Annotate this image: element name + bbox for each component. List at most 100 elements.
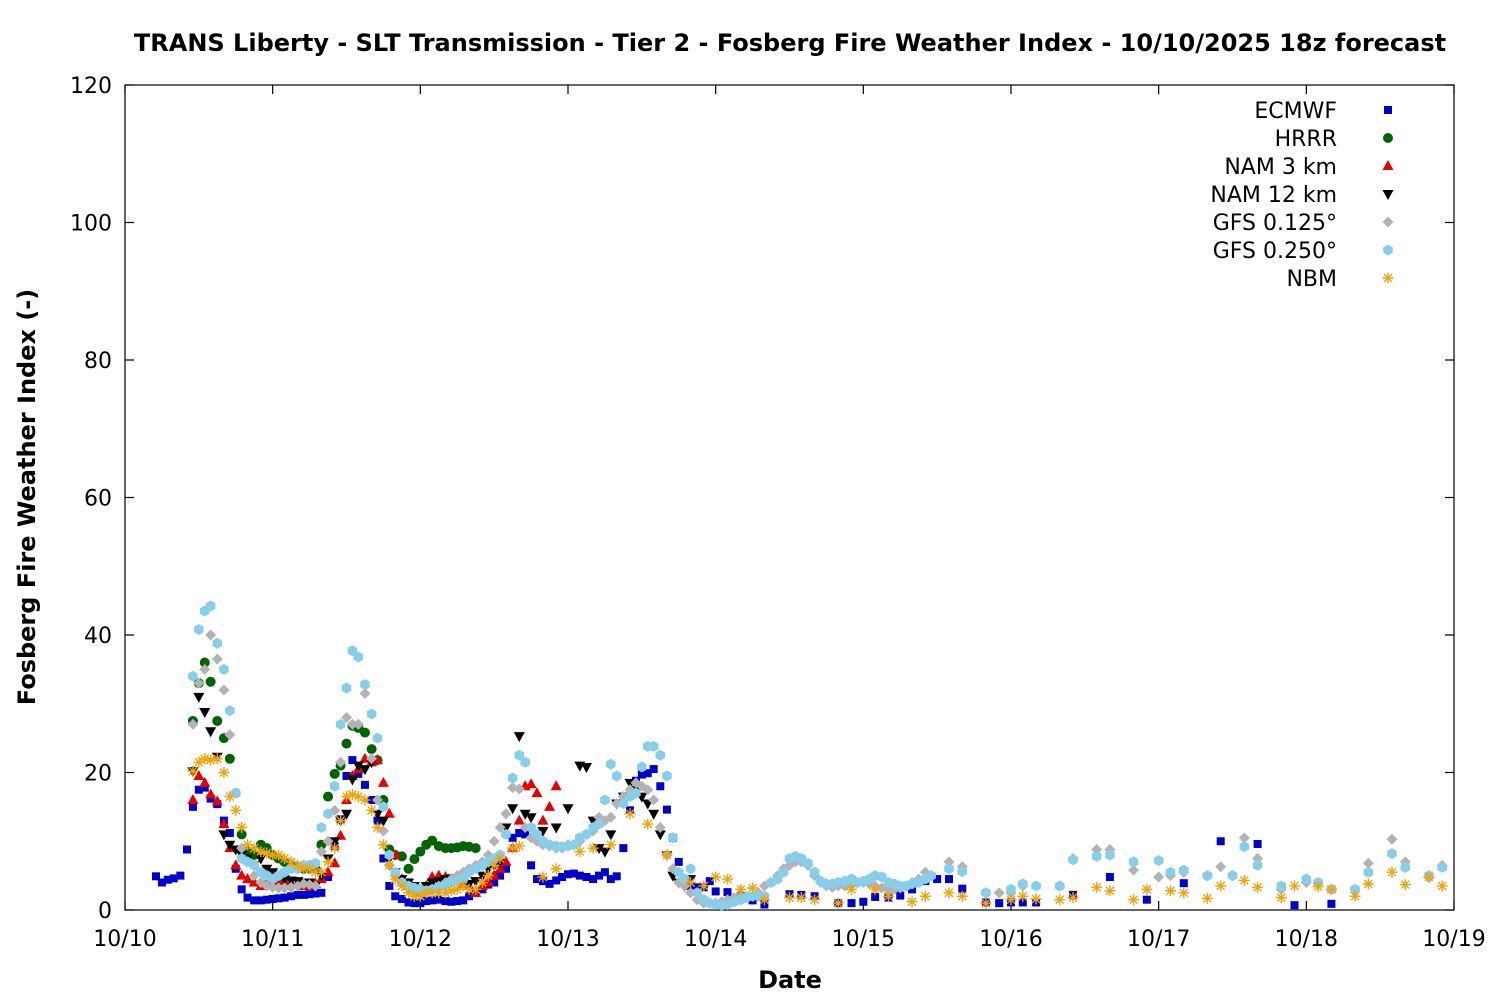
data-point <box>1105 873 1114 881</box>
legend-label: NAM 3 km <box>1224 155 1337 180</box>
data-point <box>211 753 223 765</box>
data-point <box>488 859 500 871</box>
data-point <box>211 795 223 806</box>
data-point <box>292 859 304 871</box>
data-point <box>1105 849 1115 861</box>
data-point <box>501 864 510 873</box>
y-tick-label: 20 <box>84 762 112 787</box>
data-point <box>242 873 254 884</box>
data-point <box>612 872 621 881</box>
data-point <box>735 883 747 895</box>
data-point <box>346 718 358 730</box>
data-point <box>569 869 578 878</box>
data-point <box>943 856 955 868</box>
y-tick-label: 40 <box>84 624 112 649</box>
data-point <box>199 776 211 787</box>
data-point <box>236 829 247 840</box>
data-point <box>298 863 310 875</box>
y-tick-label: 80 <box>84 349 112 374</box>
data-point <box>587 842 599 854</box>
data-point <box>194 624 204 635</box>
data-point <box>1128 894 1140 906</box>
data-point <box>611 770 622 782</box>
data-point <box>545 879 554 888</box>
data-point <box>673 866 684 878</box>
data-point <box>1054 880 1065 892</box>
data-point <box>958 884 967 893</box>
data-point <box>488 869 500 880</box>
data-point <box>315 866 327 878</box>
x-tick-label: 10/13 <box>536 927 599 952</box>
data-point <box>439 887 451 899</box>
data-point <box>906 896 918 908</box>
x-axis-label: Date <box>758 966 822 994</box>
data-point <box>494 852 506 864</box>
data-point <box>409 854 420 865</box>
data-point <box>199 663 211 675</box>
data-point <box>1252 859 1263 871</box>
data-point <box>396 880 408 892</box>
data-point <box>427 835 438 846</box>
data-point <box>1141 883 1153 895</box>
data-point <box>377 839 389 851</box>
data-point <box>329 768 340 779</box>
data-point <box>447 897 456 906</box>
data-point <box>980 897 992 909</box>
data-point <box>490 878 499 887</box>
data-point <box>871 892 880 901</box>
data-point <box>378 795 389 805</box>
data-point <box>262 895 271 904</box>
data-point <box>525 778 537 789</box>
data-point <box>459 896 468 905</box>
data-point <box>580 763 592 773</box>
x-tick-label: 10/19 <box>1422 927 1485 952</box>
data-point <box>224 729 236 741</box>
data-point <box>662 770 672 782</box>
data-point <box>662 805 671 814</box>
data-point <box>1289 880 1301 892</box>
data-point <box>476 877 488 888</box>
data-point <box>656 782 665 791</box>
data-point <box>847 899 856 908</box>
data-point <box>943 887 955 899</box>
data-point <box>218 767 230 778</box>
data-point <box>521 830 530 839</box>
data-point <box>422 897 431 906</box>
data-point <box>654 830 666 841</box>
series-gfs-0-250- <box>188 600 1447 911</box>
data-point <box>187 765 199 777</box>
data-point <box>426 878 438 889</box>
data-point <box>360 679 370 690</box>
data-point <box>507 772 518 784</box>
data-point <box>698 880 710 892</box>
data-point <box>441 897 450 906</box>
data-point <box>550 823 562 834</box>
data-point <box>482 876 494 887</box>
data-point <box>322 856 334 868</box>
data-point <box>385 881 394 890</box>
data-point <box>1068 854 1078 866</box>
data-point <box>1215 861 1227 873</box>
data-point <box>453 897 462 906</box>
data-point <box>605 830 617 841</box>
data-point <box>169 874 178 883</box>
data-point <box>218 830 230 841</box>
data-point <box>537 871 549 883</box>
data-point <box>869 883 881 895</box>
legend-marker <box>1383 133 1393 143</box>
data-point <box>1018 898 1027 907</box>
data-point <box>199 753 211 765</box>
data-point <box>273 849 285 861</box>
data-point <box>280 893 289 902</box>
data-point <box>377 816 389 827</box>
data-point <box>309 880 321 892</box>
data-point <box>721 873 733 885</box>
data-point <box>562 804 574 815</box>
data-point <box>359 794 371 806</box>
data-point <box>1017 890 1029 902</box>
data-point <box>564 870 572 879</box>
data-point <box>212 715 223 726</box>
data-point <box>500 808 512 820</box>
data-point <box>643 769 652 778</box>
